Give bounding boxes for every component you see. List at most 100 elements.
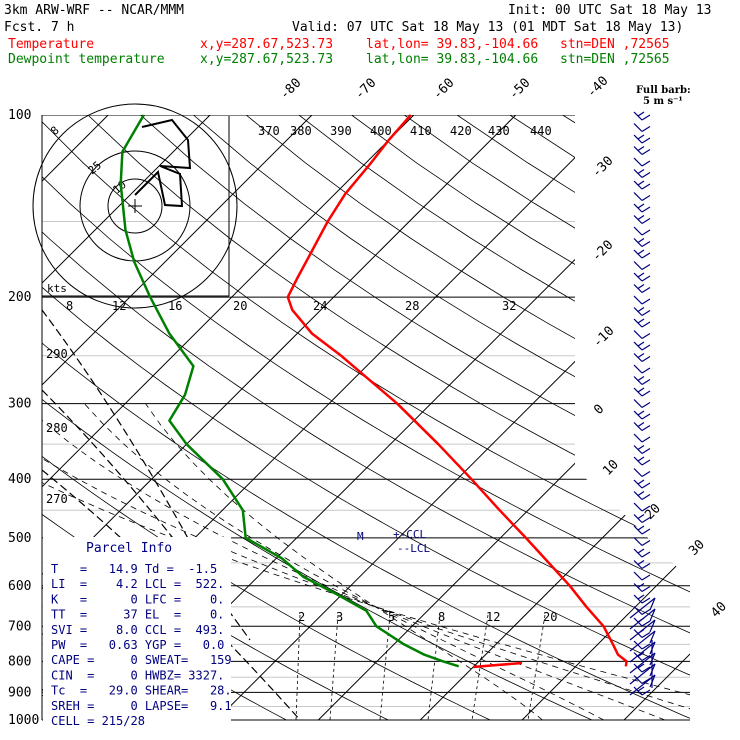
wind-barb-flag (641, 309, 651, 317)
wind-barb-half (637, 318, 645, 324)
wind-barb-half (637, 134, 645, 140)
wind-barb-flag (641, 263, 651, 271)
parcel-info-row: CELL = 215/28 (51, 714, 145, 728)
wind-barb-shaft (633, 123, 643, 132)
wind-barb-flag (641, 447, 651, 455)
wind-barb-half (637, 583, 645, 588)
dry-adiabat (42, 115, 690, 720)
wind-barb-half (637, 272, 645, 278)
wind-barb-flag (641, 562, 651, 570)
parcel-start-segment (472, 661, 523, 669)
dewpoint-xy: x,y=287.67,523.73 (200, 52, 333, 67)
parcel-info-row: K = 0 LFC = 0. (51, 592, 224, 606)
moist-adiabat (42, 403, 690, 720)
wind-barb-flag (649, 619, 656, 633)
init-time: Init: 00 UTC Sat 18 May 13 (508, 3, 712, 18)
hodograph-ring-inner (107, 178, 163, 234)
wind-barb-shaft (633, 468, 643, 477)
isotherm (42, 115, 211, 720)
mixing-ratio-line (527, 614, 546, 720)
wind-barb-shaft (629, 674, 656, 696)
dry-adiabat (404, 115, 690, 720)
hodograph-ring-outer (32, 103, 238, 309)
theta-label-370: 370 (258, 124, 280, 138)
hodograph-trace (134, 118, 192, 208)
wind-barb-shaft (633, 571, 643, 581)
wind-barb-flag (641, 252, 651, 259)
wind-barb-shaft (629, 597, 656, 619)
wind-barb-flag (641, 240, 651, 248)
wind-barb-half (637, 560, 645, 565)
wind-barb-shaft (633, 364, 643, 374)
wind-barb-half (637, 146, 645, 151)
theta-label-420: 420 (450, 124, 472, 138)
wind-barb-flag (641, 643, 651, 650)
isotherm (521, 115, 690, 720)
parcel-info-row: PW = 0.63 YGP = 0.0 (51, 638, 224, 652)
wind-barb-half (637, 594, 645, 600)
dry-adiabat (42, 115, 690, 720)
temperature-legend: Temperature (8, 37, 94, 52)
wind-barb-half (637, 169, 645, 174)
wind-barb-half (637, 652, 645, 657)
wind-barb-flag (649, 608, 656, 622)
wind-barb-flag (641, 378, 651, 386)
wind-barb-half (637, 456, 645, 462)
valid-time: Valid: 07 UTC Sat 18 May 13 (01 MDT Sat … (292, 20, 683, 35)
wind-barb-flag (641, 137, 651, 144)
wind-barb-shaft (629, 663, 656, 685)
wind-barbs (629, 111, 656, 696)
wind-barb-flag (641, 148, 651, 156)
wind-barb-flag (641, 367, 651, 374)
wind-barb-flag (641, 194, 651, 202)
wind-barb-half (637, 514, 645, 519)
wind-barb-half (637, 307, 645, 312)
wind-barb-half (637, 663, 645, 669)
wind-barb-half (637, 111, 645, 117)
isotherm-label: 20 (642, 501, 664, 523)
wind-barb-flag (641, 183, 651, 190)
wind-barb-flag (641, 114, 651, 121)
wind-barb-half (637, 180, 645, 186)
wind-barb-flag (641, 321, 651, 328)
mixing-ratio-line (295, 614, 301, 720)
isotherm-label: 0 (591, 402, 607, 418)
parcel-info-row: Tc = 29.0 SHEAR= 28. (51, 684, 232, 698)
wind-barb-shaft (629, 641, 656, 663)
dewpoint-station: stn=DEN ,72565 (560, 52, 670, 67)
wind-barb-half (637, 203, 645, 209)
top-scale-label-12: 12 (112, 299, 126, 313)
parcel-info-row: T = 14.9 Td = -1.5 (51, 562, 217, 576)
wind-barb-half (637, 491, 645, 496)
top-scale-label-24: 24 (313, 299, 327, 313)
isotherm (0, 115, 6, 720)
dry-adiabat (42, 115, 690, 720)
isotherm-label: 40 (708, 599, 730, 621)
wind-barb-flag (641, 493, 651, 501)
wind-barb-flag (641, 413, 651, 420)
wind-barb-flag (641, 344, 651, 351)
parcel-info-row: LI = 4.2 LCL = 522. (51, 577, 224, 591)
pressure-label-900: 900 (8, 685, 31, 700)
hodograph-ring-label-outer: 8 (48, 124, 61, 138)
dewpoint-profile (119, 114, 460, 668)
wind-barb-flag (641, 551, 651, 558)
isotherm (419, 115, 690, 720)
wind-barb-half (637, 284, 645, 289)
barb-key-title: Full barb: (636, 85, 691, 96)
wind-barb-flag (641, 424, 651, 432)
isotherm-label: -60 (430, 76, 457, 103)
top-scale-label-20: 20 (233, 299, 247, 313)
theta-label-400: 400 (370, 124, 392, 138)
dry-adiabat (193, 115, 690, 720)
isotherm-label: -40 (584, 74, 611, 101)
hodograph: kts 8 25 10 (32, 103, 238, 309)
wind-barb-flag (641, 355, 651, 363)
wind-barb-flag (641, 539, 651, 547)
wind-barb-shaft (633, 606, 643, 615)
wind-barb-flag (641, 459, 651, 466)
wind-barb-shaft (633, 537, 643, 546)
wind-barb-flag (641, 631, 651, 639)
isotherm-label: -70 (352, 76, 379, 103)
